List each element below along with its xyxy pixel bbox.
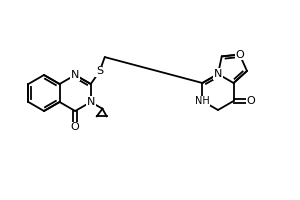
Text: N: N: [87, 97, 95, 107]
Text: N: N: [71, 70, 80, 80]
Text: NH: NH: [195, 96, 210, 106]
Text: N: N: [214, 69, 222, 79]
Text: O: O: [247, 96, 256, 106]
Text: O: O: [235, 50, 244, 60]
Text: S: S: [96, 66, 103, 76]
Text: O: O: [71, 122, 80, 132]
